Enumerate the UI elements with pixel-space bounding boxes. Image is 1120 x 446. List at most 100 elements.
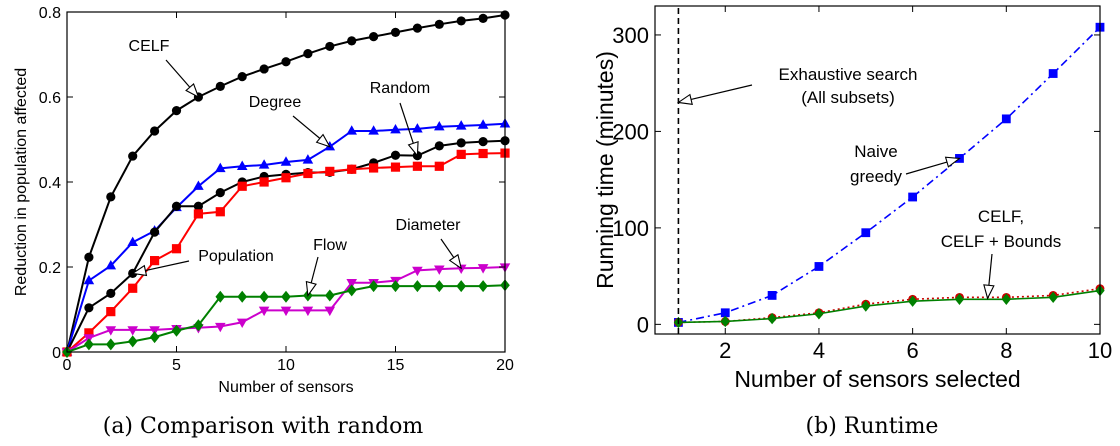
annotation-arrow-celf-bounds-shaft [988,253,993,286]
y-axis-label: Running time (minutes) [592,51,618,289]
data-point-degree [390,123,401,134]
data-point-flow [281,290,291,303]
annotation-arrow-random [399,102,419,158]
x-tick-label: 8 [1000,338,1012,363]
x-axis-label: Number of sensors selected [734,366,1020,392]
annotation-arrow-flow-shaft [310,256,319,284]
annotation-random: Random [370,80,430,158]
annotation-arrow-diameter [440,238,463,270]
y-tick-label: 0.4 [39,175,61,192]
data-point-random [456,138,466,148]
data-point-degree [236,160,248,170]
annotation-label-line2: greedy [850,167,902,186]
series-population [62,148,510,357]
data-point-diameter [105,326,117,336]
annotation-arrow-celf-bounds-head [983,284,995,300]
annotation-arrow-celf [165,59,200,99]
data-point-population [390,162,401,172]
annotation-arrow-population [131,260,190,277]
data-point-celf [478,13,488,23]
data-point-flow [171,324,182,337]
data-point-diameter [215,322,226,333]
series-celf [62,10,510,357]
data-point-diameter [236,318,248,328]
data-point-random [171,201,182,211]
data-point-flow [346,284,357,297]
data-point-population [215,207,225,217]
data-point-population [84,328,94,338]
data-point-celf [128,151,138,161]
data-point-naive-greedy [1048,69,1058,78]
data-point-celf [171,106,182,116]
annotation-arrow-celf-head [185,82,200,99]
annotation-arrow-degree-shaft [292,115,321,139]
data-point-naive-greedy [720,308,730,318]
series-line-celf [678,287,1101,324]
annotation-label-degree: Degree [249,94,302,111]
data-point-celf-bounds [861,300,871,312]
annotation-label-random: Random [370,80,430,97]
data-point-diameter [412,266,423,277]
y-tick-label: 100 [612,216,649,241]
data-point-flow [456,280,467,293]
data-point-diameter [149,326,160,336]
series-line-naive-greedy [678,26,1101,324]
data-point-population [150,256,160,266]
data-point-celf-bounds [1048,291,1058,304]
data-point-flow [193,319,204,332]
y-tick-label: 0.6 [39,90,61,107]
y-tick-label: 0 [52,345,61,362]
data-point-degree [434,121,445,131]
annotation-exhaustive-search: Exhaustive search (All subsets) [676,65,918,107]
data-point-diameter [324,306,336,317]
plot-area-frame [654,5,1101,335]
x-tick-label: 2 [719,338,731,363]
annotation-label-line1: Exhaustive search [779,65,918,84]
data-point-celf [369,32,379,42]
annotation-arrow-degree [292,115,331,148]
data-point-flow [259,290,269,303]
data-point-population [281,173,291,183]
data-point-flow [390,280,401,293]
data-point-celf [150,126,160,136]
data-point-celf [215,81,225,91]
annotation-label-population: Population [198,248,274,265]
x-tick-label: 5 [172,357,181,374]
annotation-arrow-diameter-shaft [440,238,455,258]
data-point-flow [412,280,423,293]
data-point-degree [105,259,117,270]
annotation-flow: Flow [305,237,347,297]
data-point-population [303,168,313,179]
annotation-degree: Degree [249,94,331,148]
annotation-arrow-population-shaft [145,260,190,272]
data-point-degree [346,125,357,135]
annotation-label-line1: CELF, [978,207,1024,226]
data-point-naive-greedy [814,262,824,271]
annotation-celf: CELF [129,38,200,99]
data-point-celf-bounds [720,315,730,328]
data-point-degree [455,120,467,130]
data-point-naive-greedy [1001,114,1011,124]
annotation-arrow-exhaustive-search-head [676,93,693,105]
figure-caption: (a) Comparison with random [103,414,424,439]
data-point-flow [105,338,116,351]
data-point-diameter [280,306,292,317]
data-point-celf-bounds [767,312,777,325]
y-tick-label: 0.2 [39,260,61,277]
annotation-label-celf: CELF [129,38,170,55]
data-point-population [128,283,138,293]
annotation-arrow-naive-greedy-shaft [905,161,948,175]
data-point-celf-bounds [814,308,824,320]
data-point-degree [302,154,314,164]
data-point-population [434,161,444,171]
data-point-celf [281,57,291,67]
annotation-arrow-celf-shaft [165,59,191,88]
data-point-celf [412,23,422,33]
series-line-population [66,152,506,353]
series-celf-bounds [673,284,1105,329]
data-point-celf [347,36,357,46]
annotation-arrow-flow [305,256,319,297]
data-point-naive-greedy [908,192,918,202]
